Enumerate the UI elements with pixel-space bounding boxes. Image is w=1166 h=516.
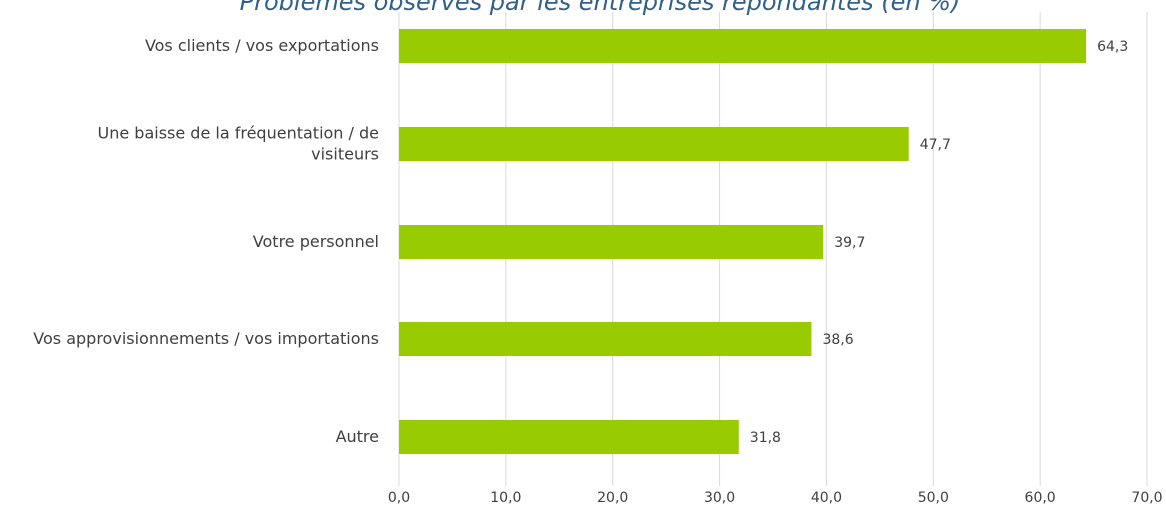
- bar: [399, 420, 739, 454]
- category-label-line: Vos approvisionnements / vos importation…: [33, 329, 379, 348]
- x-tick-label: 0,0: [388, 490, 410, 506]
- category-label: Votre personnel: [253, 232, 379, 251]
- category-label: Vos clients / vos exportations: [145, 36, 379, 55]
- category-label-line: Une baisse de la fréquentation / de: [98, 124, 379, 143]
- category-label-line: Votre personnel: [253, 232, 379, 251]
- category-label-line: Vos clients / vos exportations: [145, 36, 379, 55]
- data-label: 47,7: [920, 137, 951, 153]
- x-tick-label: 70,0: [1131, 490, 1162, 506]
- bar-layer: [399, 29, 1087, 454]
- data-label: 64,3: [1097, 39, 1128, 55]
- x-tick-label: 30,0: [704, 490, 735, 506]
- bar: [399, 127, 909, 161]
- category-label: Vos approvisionnements / vos importation…: [33, 329, 379, 348]
- data-label: 38,6: [822, 332, 853, 348]
- label-layer: 64,3 Vos clients / vos exportations 47,7 Un…: [33, 36, 1128, 446]
- bar: [399, 225, 824, 259]
- x-tick-label: 60,0: [1025, 490, 1056, 506]
- x-tick-label: 10,0: [490, 490, 521, 506]
- chart-title: Problèmes observés par les entreprises r…: [240, 0, 961, 16]
- x-tick-label: 50,0: [918, 490, 949, 506]
- category-label: Une baisse de la fréquentation / de visit…: [98, 124, 379, 164]
- category-label-line: Autre: [336, 427, 379, 446]
- x-tick-label: 40,0: [811, 490, 842, 506]
- data-label: 39,7: [834, 235, 865, 251]
- x-tick-label: 20,0: [597, 490, 628, 506]
- bar: [399, 322, 812, 356]
- data-label: 31,8: [750, 430, 781, 446]
- bar: [399, 29, 1087, 63]
- tick-layer: 0,0 10,0 20,0 30,0 40,0 50,0 60,0 70,0: [388, 490, 1163, 506]
- category-label-line: visiteurs: [311, 145, 379, 164]
- category-label: Autre: [336, 427, 379, 446]
